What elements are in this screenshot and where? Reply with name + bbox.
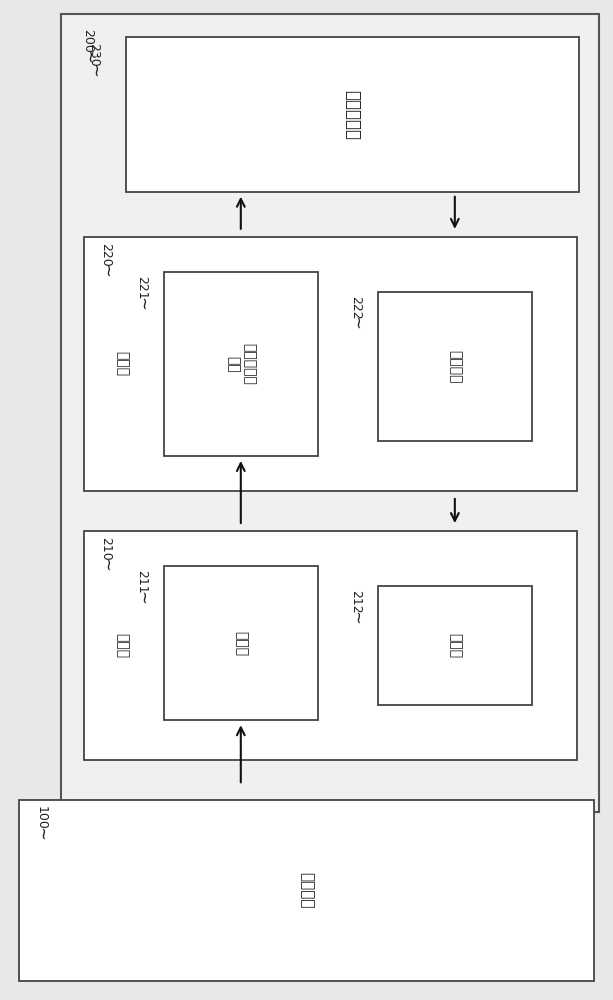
Text: 211: 211 — [135, 570, 148, 594]
Text: 210: 210 — [99, 537, 112, 561]
Text: ~: ~ — [133, 297, 151, 311]
Text: 221: 221 — [135, 276, 148, 299]
Text: 现有结构物
数据: 现有结构物 数据 — [226, 343, 256, 385]
Text: 数据收集: 数据收集 — [299, 872, 314, 909]
Text: 运算处理部: 运算处理部 — [343, 90, 361, 140]
Text: 200: 200 — [82, 29, 94, 53]
Text: ~: ~ — [97, 264, 115, 278]
Text: ~: ~ — [32, 827, 50, 841]
Bar — [84, 237, 577, 491]
Text: 抗震规模: 抗震规模 — [448, 350, 462, 383]
Text: ~: ~ — [347, 316, 365, 330]
Bar — [378, 292, 532, 441]
Text: 222: 222 — [349, 296, 362, 319]
Text: 输出部: 输出部 — [448, 633, 462, 658]
Bar — [164, 566, 318, 720]
Text: 230: 230 — [88, 43, 101, 67]
Bar — [126, 37, 579, 192]
Bar — [19, 800, 594, 981]
Bar — [84, 531, 577, 760]
Bar — [378, 586, 532, 705]
Text: 220: 220 — [99, 243, 112, 267]
Text: 100: 100 — [35, 806, 48, 830]
Text: ~: ~ — [79, 50, 97, 64]
Text: ~: ~ — [85, 64, 103, 78]
Text: 212: 212 — [349, 590, 362, 614]
Text: ~: ~ — [97, 558, 115, 572]
Text: 接口部: 接口部 — [115, 633, 129, 658]
Text: ~: ~ — [133, 591, 151, 605]
Bar — [164, 272, 318, 456]
Text: ~: ~ — [347, 611, 365, 625]
Bar — [61, 14, 599, 812]
Text: 存储部: 存储部 — [115, 351, 129, 376]
Text: 输入部: 输入部 — [234, 631, 248, 656]
